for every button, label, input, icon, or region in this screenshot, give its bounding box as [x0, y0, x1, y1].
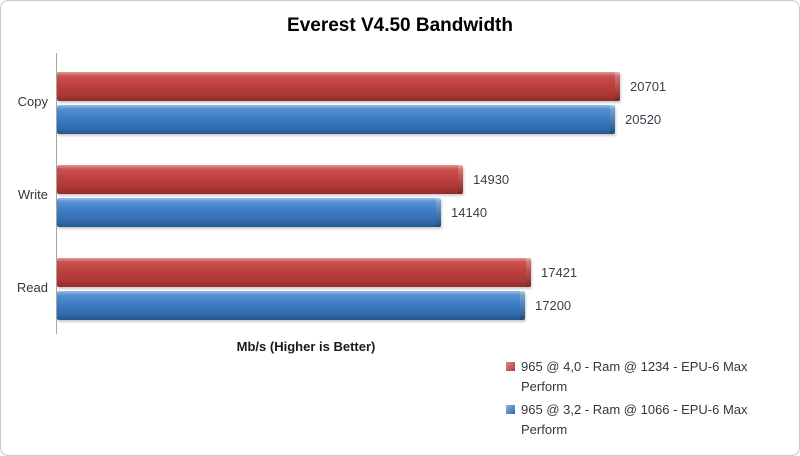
value-label-write-series-1: 14930 [473, 172, 510, 187]
legend-entry-2: 965 @ 3,2 - Ram @ 1066 - EPU-6 Max Perfo… [506, 400, 761, 440]
bar-copy-series-2 [57, 105, 615, 134]
legend-label: 965 @ 4,0 - Ram @ 1234 - EPU-6 Max Perfo… [521, 359, 748, 394]
bar-read-series-1 [57, 258, 531, 287]
value-label-copy-series-1: 20701 [630, 79, 667, 94]
value-label-write-series-2: 14140 [451, 205, 488, 220]
category-label-write: Write [17, 187, 48, 202]
legend-entry-1: 965 @ 4,0 - Ram @ 1234 - EPU-6 Max Perfo… [506, 357, 761, 397]
x-axis-label: Mb/s (Higher is Better) [236, 339, 376, 354]
value-label-copy-series-2: 20520 [625, 112, 662, 127]
legend: 965 @ 4,0 - Ram @ 1234 - EPU-6 Max Perfo… [506, 357, 761, 443]
legend-swatch-icon [506, 362, 515, 371]
chart-title: Everest V4.50 Bandwidth [287, 15, 513, 36]
bar-write-series-2 [57, 198, 441, 227]
bar-write-series-1 [57, 165, 463, 194]
y-axis-line [56, 53, 57, 334]
legend-label: 965 @ 3,2 - Ram @ 1066 - EPU-6 Max Perfo… [521, 402, 748, 437]
bar-read-series-2 [57, 291, 525, 320]
category-label-copy: Copy [17, 94, 48, 109]
value-label-read-series-1: 17421 [541, 265, 578, 280]
category-label-read: Read [16, 280, 48, 295]
legend-swatch-icon [506, 405, 515, 414]
value-label-read-series-2: 17200 [535, 298, 572, 313]
bar-copy-series-1 [57, 72, 620, 101]
